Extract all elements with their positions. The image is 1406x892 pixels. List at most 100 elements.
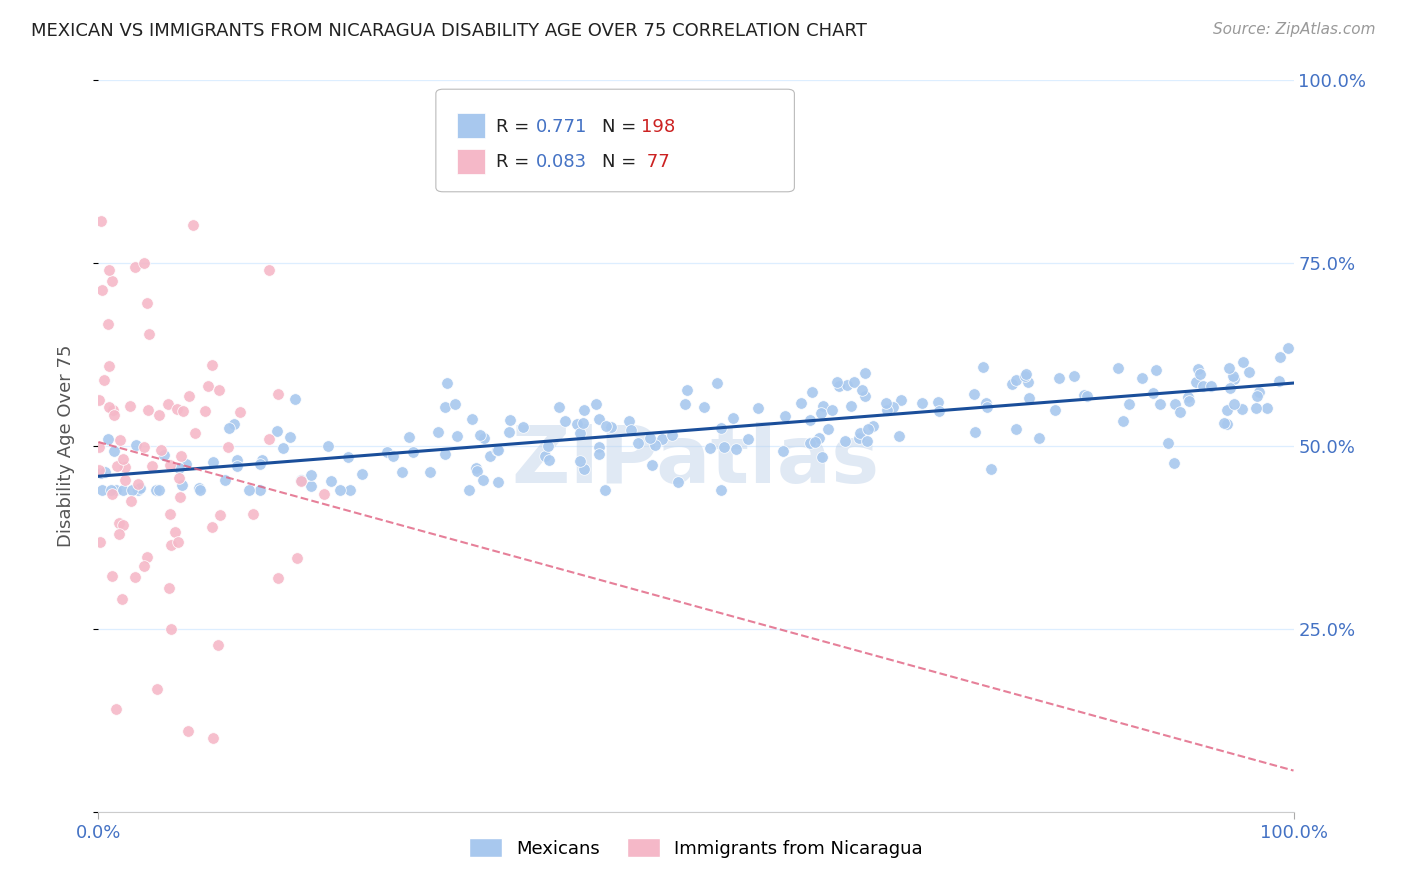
Point xyxy=(737,432,759,446)
Point xyxy=(132,255,155,269)
Point xyxy=(853,366,876,380)
Point xyxy=(1015,367,1038,381)
Point xyxy=(134,440,156,454)
Point xyxy=(627,436,650,450)
Point xyxy=(1107,361,1129,376)
Point xyxy=(486,443,509,458)
Point xyxy=(166,402,188,417)
Point xyxy=(1170,405,1192,419)
Point xyxy=(135,550,157,565)
Point xyxy=(167,534,190,549)
Point xyxy=(1212,416,1234,430)
Point xyxy=(339,483,361,497)
Point xyxy=(460,411,482,425)
Point xyxy=(138,326,160,341)
Point xyxy=(165,524,187,539)
Point xyxy=(207,383,229,397)
Point xyxy=(242,507,264,521)
Point xyxy=(91,283,114,297)
Point xyxy=(790,395,813,409)
Point xyxy=(267,571,290,585)
Point xyxy=(839,400,862,414)
Point xyxy=(157,582,180,596)
Point xyxy=(811,399,834,413)
Point xyxy=(890,392,912,407)
Point xyxy=(124,260,146,275)
Text: ZIPatlas: ZIPatlas xyxy=(512,422,880,500)
Point xyxy=(661,428,683,442)
Point xyxy=(159,538,181,552)
Point xyxy=(595,418,617,433)
Point xyxy=(855,434,877,448)
Point xyxy=(170,478,193,492)
Point xyxy=(1219,381,1241,395)
Point xyxy=(111,592,134,607)
Point xyxy=(641,458,664,473)
Point xyxy=(1268,350,1291,364)
Point xyxy=(676,383,699,397)
Point xyxy=(512,420,534,434)
Point xyxy=(257,432,280,446)
Point xyxy=(713,440,735,454)
Point xyxy=(848,432,870,446)
Point xyxy=(402,445,425,459)
Point xyxy=(1237,365,1260,379)
Point xyxy=(108,433,131,447)
Point xyxy=(271,441,294,455)
Point xyxy=(176,723,198,738)
Point xyxy=(1132,371,1154,385)
Point xyxy=(1045,402,1067,417)
Point xyxy=(1018,391,1040,405)
Point xyxy=(148,483,170,497)
Y-axis label: Disability Age Over 75: Disability Age Over 75 xyxy=(56,344,75,548)
Point xyxy=(299,479,322,493)
Point xyxy=(201,520,224,534)
Point xyxy=(1187,361,1209,376)
Point xyxy=(249,457,271,471)
Point xyxy=(1017,375,1039,389)
Text: R =: R = xyxy=(496,118,536,136)
Point xyxy=(112,483,135,497)
Point xyxy=(1014,369,1036,384)
Point xyxy=(876,403,898,417)
Point xyxy=(808,431,831,445)
Point xyxy=(536,439,558,453)
Point xyxy=(747,401,769,415)
Point xyxy=(1005,422,1028,436)
Point xyxy=(169,490,191,504)
Point xyxy=(111,452,134,467)
Point xyxy=(673,397,696,411)
Point xyxy=(1216,403,1239,417)
Point xyxy=(90,214,112,228)
Point xyxy=(382,449,405,463)
Point xyxy=(267,386,290,401)
Point xyxy=(135,296,157,310)
Point xyxy=(228,405,250,419)
Point xyxy=(443,397,465,411)
Point xyxy=(121,483,143,497)
Point xyxy=(101,274,124,288)
Text: 0.771: 0.771 xyxy=(536,118,588,136)
Point xyxy=(98,359,121,373)
Point xyxy=(108,527,131,541)
Point xyxy=(472,431,495,445)
Point xyxy=(266,424,288,438)
Point xyxy=(725,442,748,456)
Point xyxy=(617,414,640,428)
Point xyxy=(911,395,934,409)
Point xyxy=(706,376,728,391)
Point xyxy=(97,317,120,331)
Point xyxy=(1073,387,1095,401)
Point xyxy=(478,449,501,463)
Text: R =: R = xyxy=(496,153,536,171)
Point xyxy=(284,392,307,406)
Point xyxy=(314,487,336,501)
Point xyxy=(217,440,239,454)
Point xyxy=(1178,393,1201,408)
Point xyxy=(620,423,643,437)
Point xyxy=(801,385,824,400)
Point xyxy=(853,388,876,402)
Point xyxy=(799,413,821,427)
Point xyxy=(97,400,120,414)
Point xyxy=(93,373,115,387)
